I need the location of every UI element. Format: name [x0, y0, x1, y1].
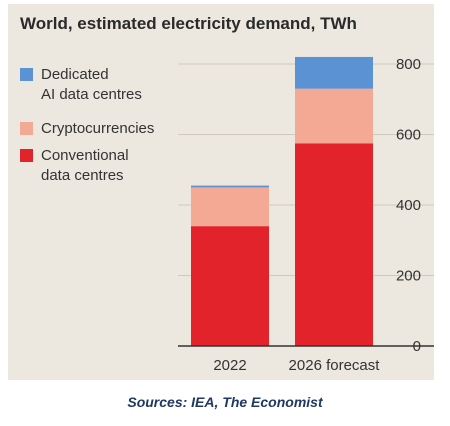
chart-title: World, estimated electricity demand, TWh: [20, 14, 357, 33]
legend-label-cryptocurrencies: Cryptocurrencies: [41, 120, 154, 137]
bar-2026-forecast-conventional-data-centres: [295, 143, 373, 346]
legend-swatch-cryptocurrencies: [20, 122, 33, 135]
legend-swatch-conventional-data-centres: [20, 149, 33, 162]
axes: 020040060080020222026 forecast: [178, 56, 434, 374]
bar-2022-cryptocurrencies: [191, 187, 269, 227]
legend-label-dedicated-ai-data-centres: Dedicated AI data centres: [41, 66, 142, 103]
x-tick-label-2022: 2022: [213, 357, 246, 374]
bars: [191, 56, 373, 346]
source-note: Sources: IEA, The Economist: [127, 394, 323, 410]
legend-swatch-dedicated-ai-data-centres: [20, 68, 33, 81]
x-tick-label-2026-forecast: 2026 forecast: [289, 357, 381, 374]
y-tick-label-200: 200: [396, 268, 421, 285]
bar-2026-forecast-dedicated-ai-data-centres: [295, 56, 373, 89]
legend-label-conventional-data-centres: Conventional data centres: [41, 147, 129, 184]
bar-2022-dedicated-ai-data-centres: [191, 185, 269, 188]
chart-panel: World, estimated electricity demand, TWh…: [8, 4, 434, 380]
y-tick-label-600: 600: [396, 127, 421, 144]
bar-2022-conventional-data-centres: [191, 226, 269, 346]
y-tick-label-800: 800: [396, 56, 421, 73]
bar-2026-forecast-cryptocurrencies: [295, 88, 373, 144]
chart-plot: 020040060080020222026 forecast Dedicated…: [20, 56, 434, 374]
y-tick-label-400: 400: [396, 197, 421, 214]
legend: Dedicated AI data centres Cryptocurrencies…: [20, 66, 154, 184]
